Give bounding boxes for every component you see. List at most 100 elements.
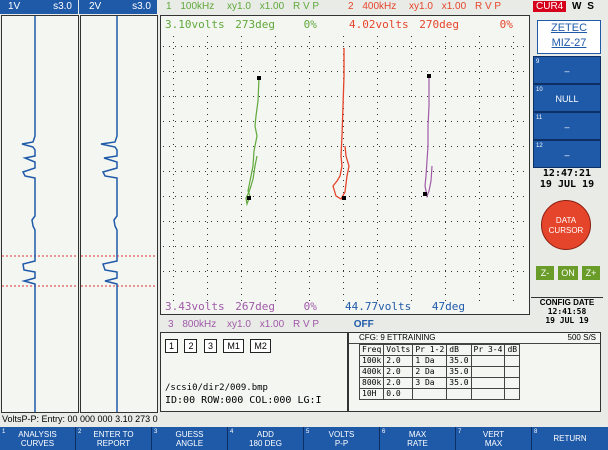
ch2-freq: 400kHz — [362, 1, 397, 12]
header-ch1[interactable]: 1 100kHz xy1.0 x1.00 R V P — [158, 0, 342, 14]
cell-db1: 35.0 — [446, 366, 472, 378]
side-button-10-num: 10 — [536, 87, 543, 93]
header-pr12: Pr 1-2 — [412, 344, 448, 356]
red-deg: 270deg — [419, 18, 459, 31]
ch3-num: 3 — [168, 319, 174, 330]
null-button[interactable]: 10 NULL — [533, 84, 601, 112]
purple-volts: 3.43volts — [165, 300, 225, 313]
purple-pct: 0% — [303, 300, 317, 313]
impedance-plot[interactable]: 3.10volts 273deg 0% 4.02volts 270deg 0% … — [160, 15, 530, 315]
cell-volts: 0.0 — [383, 388, 414, 400]
config-table: Freq Volts Pr 1-2 dB Pr 3-4 dB 100k 2.0 … — [358, 344, 521, 400]
file-info: ID:00 ROW:000 COL:000 LG:I — [165, 395, 322, 406]
cfg-name: CFG: 9 ETTRAINING — [359, 333, 436, 342]
cell-volts: 2.0 — [383, 355, 414, 367]
config-panel: CFG: 9 ETTRAINING 500 S/S Freq Volts Pr … — [348, 332, 601, 412]
header-cur[interactable]: CUR4 W S — [531, 0, 608, 14]
header-db1: dB — [446, 344, 472, 356]
red-lissajous — [332, 48, 350, 200]
table-row[interactable]: 100k 2.0 1 Da 35.0 — [358, 355, 521, 367]
cell-pr34 — [470, 355, 506, 367]
fkey-7-l1: VERT — [482, 430, 505, 439]
data-cursor-line2: CURSOR — [548, 226, 584, 235]
cur-s: S — [587, 1, 594, 12]
plot-button-3[interactable]: 3 — [203, 339, 217, 353]
enter-to-report-button[interactable]: 2 ENTER TO REPORT — [76, 427, 152, 450]
cell-freq: 100k — [358, 355, 385, 367]
zoom-controls: Z- ON Z+ — [536, 266, 602, 280]
header-ch3[interactable]: 3 800kHz xy1.0 x1.00 R V P OFF — [160, 318, 530, 332]
fkey-3-l1: GUESS — [175, 430, 204, 439]
fkey-6-l2: RATE — [407, 439, 428, 448]
cell-freq: 10H — [358, 388, 385, 400]
volts-pp-button[interactable]: 5 VOLTS P-P — [304, 427, 380, 450]
green-lissajous — [245, 77, 260, 207]
fkey-5-l1: VOLTS — [328, 430, 355, 439]
strip1-scale: s3.0 — [53, 1, 72, 12]
strip-chart-1[interactable] — [1, 15, 79, 413]
cell-pr12: 2 Da — [412, 366, 448, 378]
cell-db2 — [504, 377, 521, 389]
table-row[interactable]: 800k 2.0 3 Da 35.0 — [358, 377, 521, 389]
return-button[interactable]: 8 RETURN — [532, 427, 608, 450]
plot-button-m2[interactable]: M2 — [250, 339, 271, 353]
fkey-4-l2: 180 DEG — [249, 439, 282, 448]
fkey-3-l2: ANGLE — [175, 439, 204, 448]
cell-volts: 2.0 — [383, 377, 414, 389]
ch1-xy: xy1.0 — [227, 1, 251, 12]
fkey-6-l1: MAX — [408, 430, 427, 439]
fkey-1-l1: ANALYSIS — [18, 430, 57, 439]
blue-volts: 44.77volts — [345, 300, 412, 313]
vert-max-button[interactable]: 7 VERT MAX — [456, 427, 532, 450]
side-button-9-label: – — [564, 66, 570, 76]
red-volts: 4.02volts — [349, 18, 409, 31]
ch3-rvp: R V P — [292, 319, 319, 330]
data-cursor-button[interactable]: DATA CURSOR — [541, 200, 591, 250]
cell-freq: 400k — [358, 366, 385, 378]
header-db2: dB — [504, 344, 521, 356]
analysis-curves-button[interactable]: 1 ANALYSIS CURVES — [0, 427, 76, 450]
zoom-minus-button[interactable]: Z- — [536, 266, 554, 280]
table-row[interactable]: 400k 2.0 2 Da 35.0 — [358, 366, 521, 378]
ch1-num: 1 — [166, 1, 172, 12]
impedance-plot-svg — [163, 36, 524, 301]
fkey-4-l1: ADD — [257, 430, 274, 439]
clock-time: 12:47:21 — [542, 168, 592, 179]
fkey-8-num: 8 — [534, 429, 538, 435]
zoom-on-button[interactable]: ON — [558, 266, 578, 280]
add-180-deg-button[interactable]: 4 ADD 180 DEG — [228, 427, 304, 450]
zoom-plus-button[interactable]: Z+ — [582, 266, 600, 280]
side-button-11[interactable]: 11 – — [533, 112, 601, 140]
plot-button-1[interactable]: 1 — [165, 339, 179, 353]
side-button-12-label: – — [564, 150, 570, 160]
side-button-11-num: 11 — [536, 115, 543, 121]
logo-line2: MIZ-27 — [551, 37, 587, 49]
zetec-logo: ZETEC MIZ-27 — [537, 20, 601, 54]
status-bar: VoltsP-P: Entry: 00 000 000 3.10 273 0 — [0, 413, 608, 426]
readout-red: 4.02volts 270deg 0% — [349, 18, 513, 31]
ch1-freq: 100kHz — [180, 1, 215, 12]
fkey-2-l2: REPORT — [96, 439, 131, 448]
side-button-12[interactable]: 12 – — [533, 140, 601, 168]
guess-angle-button[interactable]: 3 GUESS ANGLE — [152, 427, 228, 450]
plot-button-2[interactable]: 2 — [184, 339, 198, 353]
fkey-2-l1: ENTER TO — [93, 430, 134, 439]
table-row[interactable]: 10H 0.0 — [358, 388, 521, 400]
ch1-rvp: R V P — [292, 1, 320, 12]
header-strip2: 2V s3.0 — [79, 0, 157, 14]
file-path: /scsi0/dir2/009.bmp — [165, 383, 268, 393]
strip2-scale: s3.0 — [132, 1, 151, 12]
ch2-gain: x1.00 — [441, 1, 467, 12]
cell-pr12: 3 Da — [412, 377, 448, 389]
green-pct: 0% — [303, 18, 317, 31]
max-rate-button[interactable]: 6 MAX RATE — [380, 427, 456, 450]
cur-w: W — [572, 1, 582, 12]
ch3-freq: 800kHz — [182, 319, 217, 330]
strip-chart-2[interactable] — [80, 15, 158, 413]
header-ch2[interactable]: 2 400kHz xy1.0 x1.00 R V P — [342, 0, 530, 14]
side-button-9[interactable]: 9– — [533, 56, 601, 84]
purple-lissajous — [424, 76, 433, 199]
ch3-gain: x1.00 — [259, 319, 285, 330]
cur-tag: CUR4 — [533, 1, 567, 12]
plot-button-m1[interactable]: M1 — [223, 339, 244, 353]
